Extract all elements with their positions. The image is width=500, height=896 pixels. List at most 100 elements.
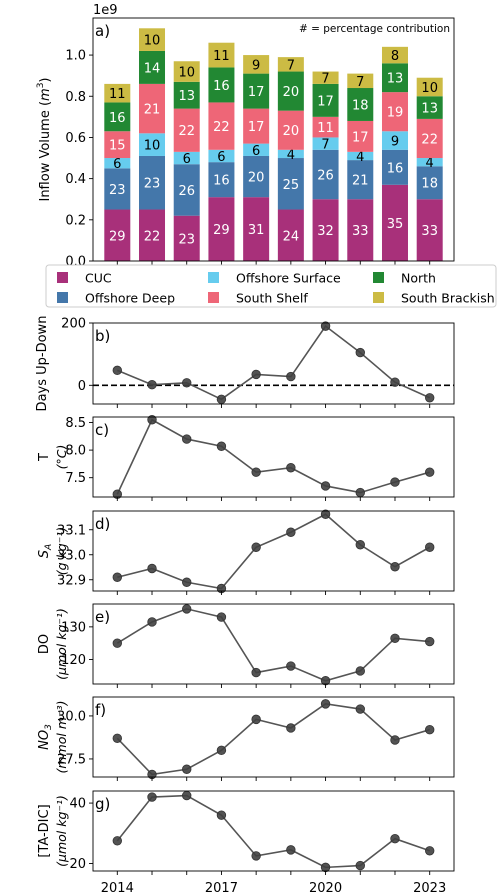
bar-label: 10 <box>421 81 438 96</box>
data-point <box>425 542 435 552</box>
bar-segment <box>139 155 166 210</box>
panel-a-frame <box>92 17 455 262</box>
bar-segment <box>347 73 374 89</box>
y-axis-label: Inflow Volume (m3) <box>36 77 53 201</box>
bar-label: 16 <box>213 79 230 94</box>
data-point <box>182 604 192 614</box>
data-point <box>355 704 365 714</box>
bar-label: 6 <box>183 152 191 167</box>
bar-label: 22 <box>178 124 195 139</box>
bar-segment <box>173 215 200 261</box>
bar-label: 20 <box>283 124 300 139</box>
bar-segment <box>243 155 270 198</box>
y-tick-label: 20 <box>69 857 86 872</box>
legend-swatch <box>373 292 384 303</box>
bar-label: 29 <box>109 229 126 244</box>
series-line <box>116 703 430 776</box>
x-tick-label: 2017 <box>205 881 238 896</box>
data-point <box>147 792 157 802</box>
y-axis-label-unit: (g kg⁻¹) <box>54 527 69 575</box>
bar-label: 18 <box>352 98 369 113</box>
data-point <box>286 723 296 733</box>
legend-swatch <box>373 272 384 283</box>
panel-c: 7.5 8.0 8.5 c) <box>65 415 455 501</box>
bar-segment <box>416 96 443 119</box>
bar-segment <box>139 133 166 156</box>
data-point <box>112 638 122 648</box>
y-axis-label-unit: (μmol kg⁻¹) <box>54 608 69 680</box>
bar-label: 7 <box>287 58 295 73</box>
bar-label: 20 <box>248 171 265 186</box>
bar-segment <box>277 71 304 111</box>
bar-label: 6 <box>113 157 121 172</box>
legend-swatch <box>208 292 219 303</box>
bar-label: 7 <box>321 72 329 87</box>
bar-label: 16 <box>387 161 404 176</box>
bar-label: 11 <box>317 121 334 136</box>
bar-segment <box>104 168 131 210</box>
bar-label: 4 <box>426 156 434 171</box>
data-point <box>251 851 261 861</box>
bar-segment <box>416 158 443 167</box>
data-point <box>390 633 400 643</box>
panel-label: d) <box>95 515 110 533</box>
data-point <box>390 477 400 487</box>
data-point <box>286 371 296 382</box>
y-tick-label: 1.0 <box>65 49 86 64</box>
data-point <box>355 487 365 498</box>
bar-segment <box>243 197 270 261</box>
data-point <box>112 572 122 582</box>
data-point <box>390 833 400 844</box>
y-tick-label: 40 <box>69 797 86 812</box>
y-tick-label: 30.0 <box>57 709 86 724</box>
bar-label: 10 <box>144 34 161 49</box>
data-point <box>251 467 261 477</box>
panel-label: f) <box>95 701 106 719</box>
panel-frame <box>92 696 455 778</box>
bar-label: 21 <box>144 103 161 118</box>
bar-label: 7 <box>321 138 329 153</box>
bar-segment <box>208 197 235 261</box>
data-point <box>425 846 435 856</box>
bar-segment <box>347 88 374 121</box>
bar-label: 22 <box>144 229 161 244</box>
bar-label: 32 <box>317 224 334 239</box>
legend-swatch <box>57 292 68 303</box>
series-line <box>116 608 430 682</box>
data-point <box>112 836 122 846</box>
bar-segment <box>173 151 200 165</box>
bar-label: 17 <box>248 85 265 100</box>
bar-label: 11 <box>109 87 126 102</box>
panel-g: 20 40 g) 2014 2017 2020 2023 <box>69 790 455 896</box>
bar-label: 21 <box>352 174 369 189</box>
bar-label: 24 <box>283 229 300 244</box>
bar-label: 9 <box>391 135 399 150</box>
bar-segment <box>381 149 408 185</box>
panel-label: e) <box>95 608 110 626</box>
bar-segment <box>381 184 408 261</box>
bar-segment <box>312 116 339 138</box>
bar-label: 26 <box>178 184 195 199</box>
panel-frame <box>92 322 455 405</box>
data-point <box>390 377 400 387</box>
data-point <box>216 441 227 451</box>
x-tick-label: 2014 <box>101 881 134 896</box>
panel-frame <box>92 416 455 498</box>
bar-label: 26 <box>317 169 334 184</box>
x-tick-label: 2023 <box>413 881 446 896</box>
panel-label: c) <box>95 421 109 439</box>
bar-segment <box>243 55 270 74</box>
bar-segment <box>381 63 408 93</box>
bar-label: 18 <box>421 177 438 192</box>
y-axis-label: [TA-DIC] <box>37 804 52 857</box>
bar-segment <box>347 160 374 200</box>
data-point <box>112 733 122 743</box>
bar-segment <box>277 57 304 72</box>
bar-segment <box>208 162 235 198</box>
data-point <box>425 636 435 647</box>
data-point <box>251 667 261 678</box>
annotation: # = percentage contribution <box>299 23 450 35</box>
y-tick-label: 130 <box>61 620 86 635</box>
bar-label: 15 <box>109 139 126 154</box>
